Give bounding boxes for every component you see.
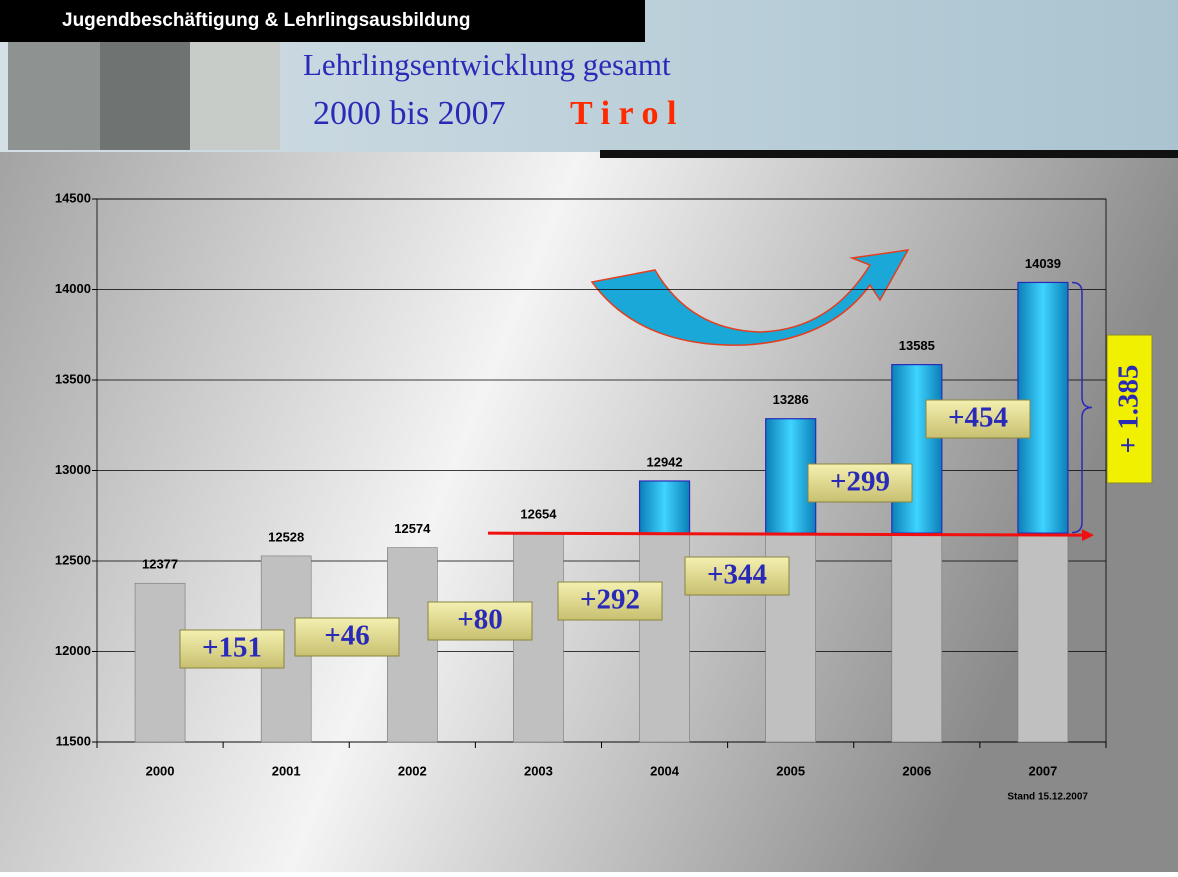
bar — [134, 582, 186, 743]
y-tick-label: 11500 — [56, 733, 91, 748]
section-title: Jugendbeschäftigung & Lehrlingsausbildun… — [62, 10, 471, 31]
total-label: + 1.385 — [1113, 364, 1145, 453]
value-label: 13585 — [899, 338, 935, 353]
photo — [190, 42, 280, 150]
total-box — [1106, 334, 1153, 484]
brace — [1071, 281, 1093, 534]
change-box — [684, 556, 790, 596]
value-label: 12528 — [268, 529, 304, 544]
value-label: 12574 — [394, 521, 431, 536]
change-box — [294, 617, 400, 657]
change-box — [179, 629, 285, 669]
x-tick-label: 2004 — [650, 763, 680, 778]
bar-highlight — [638, 480, 691, 534]
note: Stand 15.12.2007 — [1007, 792, 1088, 803]
change-label: +46 — [324, 620, 370, 652]
bar-highlight — [891, 364, 943, 534]
y-tick-label: 13500 — [55, 371, 91, 386]
header-rule — [600, 150, 1178, 158]
change-label: +80 — [457, 604, 503, 636]
y-tick-label: 12500 — [55, 552, 91, 567]
value-label: 12942 — [646, 454, 682, 469]
value-label: 13286 — [773, 392, 809, 407]
change-label: +292 — [580, 584, 640, 616]
x-tick-label: 2000 — [146, 763, 175, 778]
change-box — [925, 399, 1031, 439]
region: T i r o l — [570, 95, 676, 132]
x-tick-label: 2005 — [776, 763, 805, 778]
change-label: +151 — [202, 632, 262, 664]
y-tick-label: 13000 — [55, 462, 91, 477]
reference-arrowhead — [1082, 529, 1094, 542]
change-label: +299 — [830, 466, 890, 498]
x-tick-label: 2006 — [902, 763, 931, 778]
change-label: +344 — [707, 559, 767, 591]
slide-title: Lehrlingsentwicklung gesamt — [303, 47, 671, 82]
y-tick-label: 14000 — [55, 281, 91, 296]
value-label: 12377 — [142, 557, 178, 572]
value-label: 14039 — [1025, 256, 1061, 271]
y-tick-label: 14500 — [55, 190, 91, 205]
change-box — [427, 601, 533, 641]
change-label: +454 — [948, 402, 1008, 434]
photo — [100, 42, 190, 150]
change-box — [557, 581, 663, 621]
value-label: 12654 — [520, 507, 557, 522]
growth-arrow — [590, 249, 910, 346]
x-tick-label: 2002 — [398, 763, 427, 778]
slide-subtitle: 2000 bis 2007 — [313, 95, 506, 132]
x-tick-label: 2003 — [524, 763, 553, 778]
reference-arrow — [487, 531, 1087, 537]
x-tick-label: 2001 — [272, 763, 301, 778]
x-tick-label: 2007 — [1028, 763, 1057, 778]
section-box — [0, 0, 645, 42]
y-tick-label: 12000 — [55, 643, 91, 658]
change-box — [807, 463, 913, 503]
bar-highlight — [765, 418, 817, 534]
